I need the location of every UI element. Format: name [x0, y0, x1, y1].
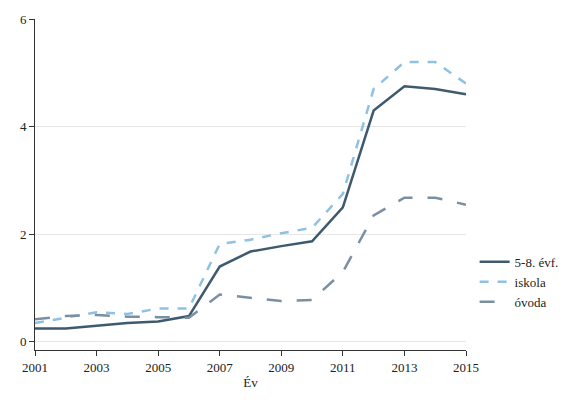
svg-text:0: 0 [20, 334, 27, 349]
svg-text:6: 6 [20, 12, 27, 27]
svg-text:2013: 2013 [391, 360, 417, 375]
svg-text:2003: 2003 [84, 360, 110, 375]
svg-text:2005: 2005 [145, 360, 171, 375]
svg-text:2007: 2007 [207, 360, 234, 375]
svg-text:2015: 2015 [453, 360, 479, 375]
svg-text:4: 4 [20, 119, 27, 134]
svg-text:Év: Év [243, 375, 258, 390]
svg-text:2009: 2009 [268, 360, 294, 375]
svg-text:2: 2 [20, 227, 27, 242]
svg-text:2011: 2011 [330, 360, 356, 375]
svg-text:iskola: iskola [515, 275, 546, 290]
svg-text:2001: 2001 [22, 360, 48, 375]
svg-text:óvoda: óvoda [515, 295, 547, 310]
svg-text:5-8. évf.: 5-8. évf. [515, 255, 559, 270]
